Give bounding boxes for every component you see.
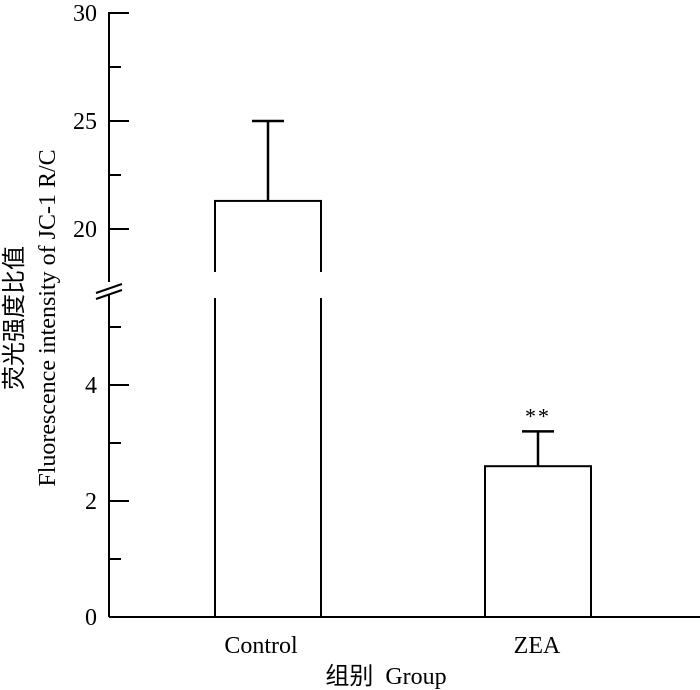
axis-break-mark-1 bbox=[95, 283, 123, 294]
y-tick-label-2: 2 bbox=[85, 489, 97, 515]
y-tick-label-4: 4 bbox=[85, 373, 97, 399]
bar-control bbox=[214, 199, 322, 618]
y-tick-label-0: 0 bbox=[85, 605, 97, 631]
bar-zea bbox=[484, 465, 592, 619]
axis-break-mark-2 bbox=[95, 289, 123, 300]
significance-label-zea: ** bbox=[525, 403, 551, 428]
bar-break-gap-control bbox=[213, 272, 323, 298]
y-axis-title-cn: 荧光强度比值 bbox=[1, 246, 28, 390]
y-tick-label-20: 20 bbox=[73, 217, 97, 243]
y-tick-label-30: 30 bbox=[73, 1, 97, 27]
x-axis-title: 组别 Group bbox=[325, 663, 446, 690]
x-tick-label-control: Control bbox=[224, 633, 298, 659]
y-axis-title-en: Fluorescence intensity of JC-1 R/C bbox=[35, 149, 61, 486]
y-tick-label-25: 25 bbox=[73, 109, 97, 135]
x-tick-label-zea: ZEA bbox=[514, 633, 561, 659]
